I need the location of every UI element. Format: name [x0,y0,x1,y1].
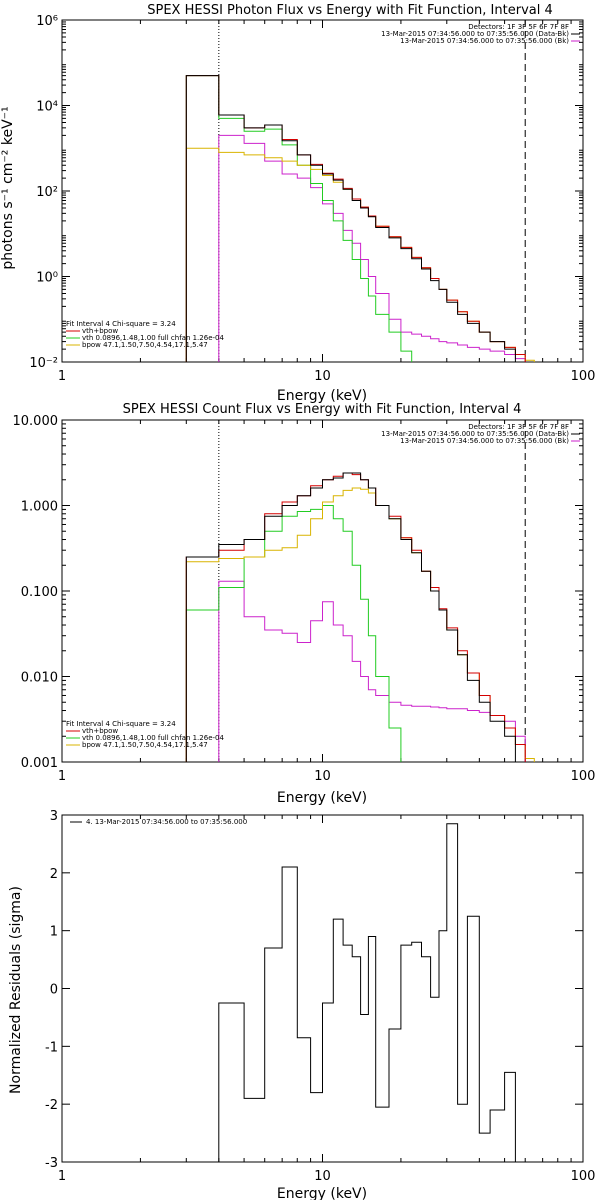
y-tick-label: 10⁴ [36,100,58,115]
x-tick-label: 1 [58,769,66,784]
y-tick-label: 10⁶ [36,14,58,29]
photon-flux-ylabel: photons s⁻¹ cm⁻² keV⁻¹ [0,106,16,269]
series-bpow-step [185,487,535,762]
legend-entry: vth+bpow [82,327,118,335]
series-total-step [185,75,526,362]
legend-entry: vth+bpow [82,727,118,735]
legend-entry: 4. 13-Mar-2015 07:34:56.000 to 07:35:56.… [86,818,247,826]
series-vth-step [185,75,413,362]
y-tick-label: 1 [50,925,58,940]
x-tick-label: 100 [571,1169,596,1184]
legend-entry: 13-Mar-2015 07:34:56.000 to 07:35:56.000… [381,30,569,38]
x-tick-label: 10 [314,1169,331,1184]
photon-flux-title: SPEX HESSI Photon Flux vs Energy with Fi… [147,3,553,18]
residuals-xlabel: Energy (keV) [277,1186,367,1200]
x-tick-label: 100 [571,369,596,384]
y-tick-label: 1.000 [21,500,58,515]
y-tick-label: 10⁰ [36,271,58,286]
y-tick-label: 10⁻² [29,356,58,371]
series-data-step [185,472,516,762]
series-data-step [218,823,516,1162]
photon-flux-xlabel: Energy (keV) [277,388,367,404]
x-tick-label: 1 [58,1169,66,1184]
series-bk-step [218,580,526,762]
y-tick-label: 10.000 [13,414,59,429]
x-tick-label: 10 [314,369,331,384]
y-tick-label: -1 [45,1040,58,1055]
residuals-ylabel: Normalized Residuals (sigma) [8,886,24,1094]
series-data-step [185,75,516,362]
legend-entry: 13-Mar-2015 07:34:56.000 to 07:35:56.000… [381,430,569,438]
y-tick-label: 0.100 [21,585,58,600]
legend-entry: Detectors: 1F 3F 5F 6F 7F 8F [468,423,569,431]
residuals-panel: Energy (keV) Normalized Residuals (sigma… [8,809,595,1200]
x-tick-label: 10 [314,769,331,784]
y-tick-label: 2 [50,867,58,882]
legend-entry: Fit Interval 4 Chi-square = 3.24 [66,320,176,328]
y-tick-label: 0.010 [21,671,58,686]
y-tick-label: 3 [50,809,58,824]
series-bk-step [218,134,526,362]
y-tick-label: -3 [45,1156,58,1171]
plot-frame [61,419,584,763]
legend-entry: vth 0.0896,1.48,1.00 full chfan 1.26e-04 [82,334,224,342]
count-flux-title: SPEX HESSI Count Flux vs Energy with Fit… [123,402,522,417]
count-flux-panel: SPEX HESSI Count Flux vs Energy with Fit… [13,402,596,806]
y-tick-label: 0.001 [21,756,58,771]
count-flux-xlabel: Energy (keV) [277,790,367,806]
legend-entry: vth 0.0896,1.48,1.00 full chfan 1.26e-04 [82,734,224,742]
y-tick-label: 10² [36,185,58,200]
y-tick-label: 0 [50,983,58,998]
legend-entry: Fit Interval 4 Chi-square = 3.24 [66,720,176,728]
photon-flux-panel: SPEX HESSI Photon Flux vs Energy with Fi… [0,3,595,404]
y-tick-label: -2 [45,1098,58,1113]
legend-entry: bpow 47.1,1.50,7.50,4.54,17.1,5.47 [82,341,208,349]
series-total-step [185,472,526,762]
x-tick-label: 100 [571,769,596,784]
legend-entry: Detectors: 1F 3F 5F 6F 7F 8F [468,23,569,31]
x-tick-label: 1 [58,369,66,384]
legend-entry: bpow 47.1,1.50,7.50,4.54,17.1,5.47 [82,741,208,749]
legend-entry: 13-Mar-2015 07:34:56.000 to 07:35:56.000… [400,37,569,45]
legend-entry: 13-Mar-2015 07:34:56.000 to 07:35:56.000… [400,437,569,445]
